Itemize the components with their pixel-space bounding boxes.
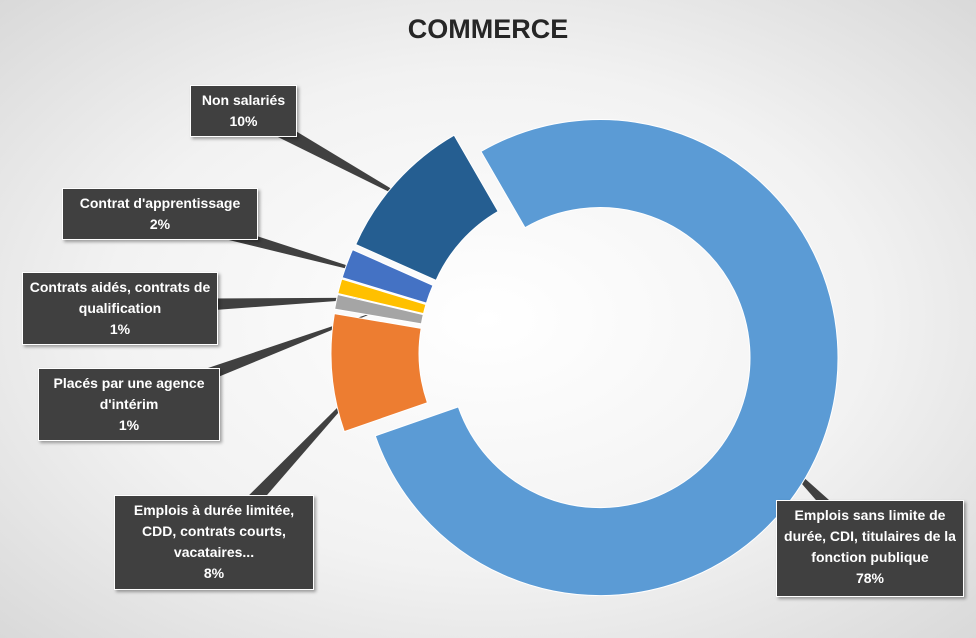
value-label: 1% <box>109 321 131 337</box>
donut-slice <box>341 248 434 304</box>
value-label: 8% <box>203 565 225 581</box>
callout: Non salariés 10% <box>190 85 297 137</box>
value-label: 10% <box>229 113 258 129</box>
donut-slice <box>355 134 499 281</box>
donut-slice <box>337 278 427 315</box>
chart-title: COMMERCE <box>407 14 569 44</box>
category-label: Emplois à durée limitée, CDD, contrats c… <box>133 502 295 560</box>
value-label: 2% <box>149 216 171 232</box>
callout: Emplois sans limite de durée, CDI, titul… <box>776 500 964 597</box>
category-label: Contrats aidés, contrats de qualificatio… <box>29 279 211 316</box>
category-label: Emplois sans limite de durée, CDI, titul… <box>784 507 956 565</box>
callout: Contrats aidés, contrats de qualificatio… <box>22 272 218 345</box>
callout: Contrat d'apprentissage 2% <box>62 188 258 240</box>
category-label: Contrat d'apprentissage <box>79 195 241 211</box>
category-label: Placés par une agence d'intérim <box>53 375 205 412</box>
donut-slice <box>334 293 424 325</box>
callout: Emplois à durée limitée, CDD, contrats c… <box>114 495 314 590</box>
value-label: 78% <box>855 570 885 586</box>
callout: Placés par une agence d'intérim 1% <box>38 368 220 441</box>
donut-slice <box>374 119 839 597</box>
category-label: Non salariés <box>201 92 286 108</box>
value-label: 1% <box>118 417 140 433</box>
donut-slice <box>330 313 429 433</box>
